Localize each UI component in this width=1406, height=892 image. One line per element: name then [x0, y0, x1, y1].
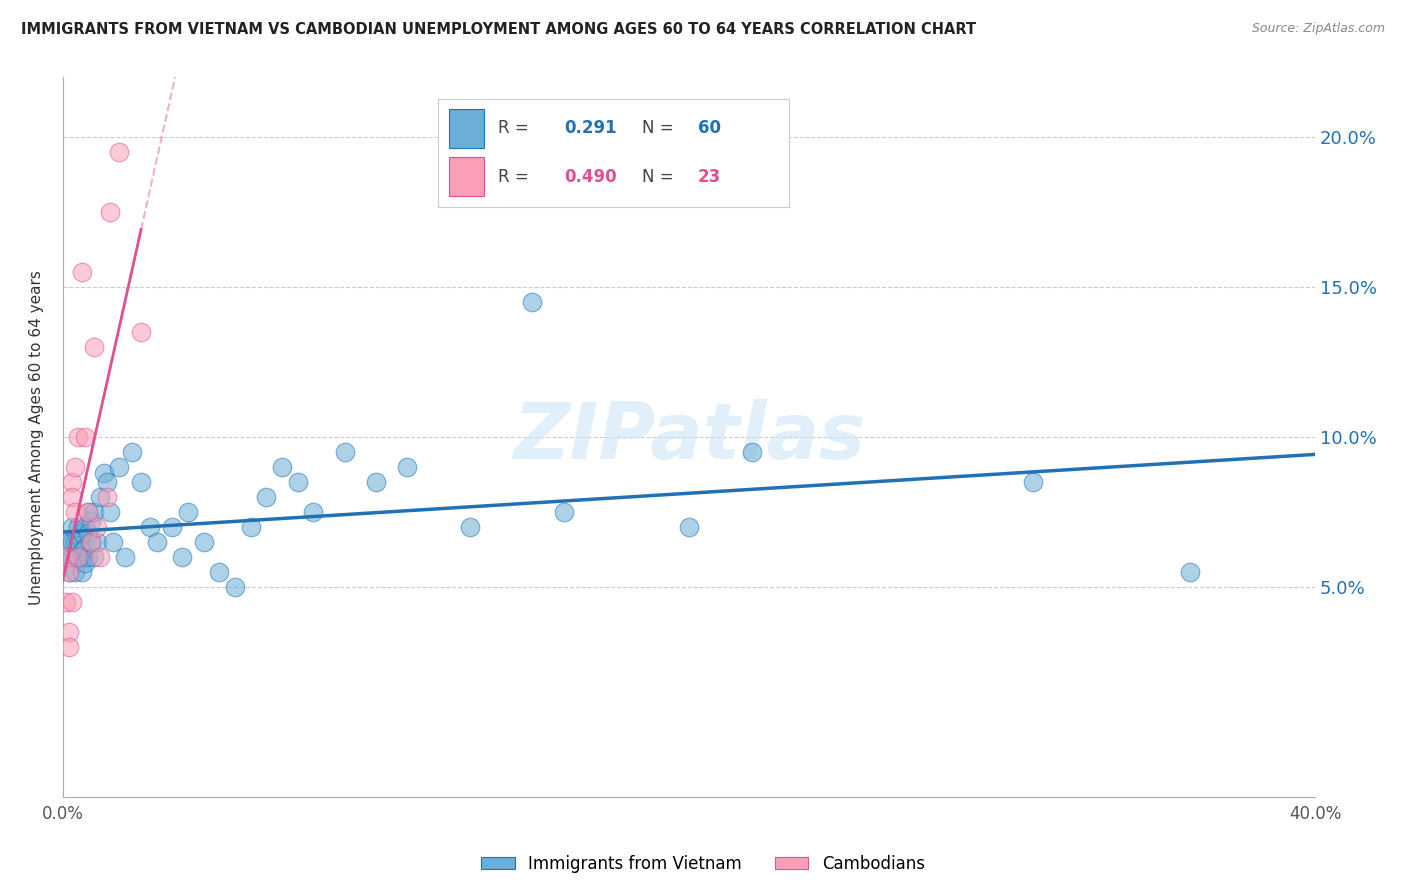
- Point: [83, 550, 105, 565]
- Point: [58, 640, 80, 655]
- Point: [239, 520, 262, 534]
- Point: [55, 550, 77, 565]
- Point: [76, 526, 98, 541]
- Point: [86, 520, 108, 534]
- Text: Source: ZipAtlas.com: Source: ZipAtlas.com: [1251, 22, 1385, 36]
- Point: [108, 145, 131, 160]
- Legend: Immigrants from Vietnam, Cambodians: Immigrants from Vietnam, Cambodians: [475, 848, 931, 880]
- Point: [73, 556, 96, 570]
- Point: [101, 535, 124, 549]
- Point: [60, 520, 83, 534]
- Point: [208, 566, 231, 580]
- Point: [60, 535, 83, 549]
- Point: [60, 550, 83, 565]
- Point: [70, 566, 93, 580]
- Point: [302, 505, 325, 519]
- Text: IMMIGRANTS FROM VIETNAM VS CAMBODIAN UNEMPLOYMENT AMONG AGES 60 TO 64 YEARS CORR: IMMIGRANTS FROM VIETNAM VS CAMBODIAN UNE…: [21, 22, 976, 37]
- Point: [145, 535, 167, 549]
- Point: [129, 326, 152, 340]
- Point: [522, 295, 544, 310]
- Point: [114, 550, 136, 565]
- Point: [1178, 566, 1201, 580]
- Point: [86, 535, 108, 549]
- Point: [58, 566, 80, 580]
- Point: [287, 475, 309, 490]
- Point: [170, 550, 193, 565]
- Text: ZIPatlas: ZIPatlas: [513, 400, 865, 475]
- Point: [98, 505, 121, 519]
- Point: [73, 520, 96, 534]
- Y-axis label: Unemployment Among Ages 60 to 64 years: Unemployment Among Ages 60 to 64 years: [30, 270, 44, 605]
- Point: [271, 460, 294, 475]
- Point: [396, 460, 419, 475]
- Point: [121, 445, 143, 459]
- Point: [96, 475, 118, 490]
- Point: [364, 475, 387, 490]
- Point: [139, 520, 162, 534]
- Point: [162, 520, 184, 534]
- Point: [67, 550, 90, 565]
- Point: [89, 550, 111, 565]
- Point: [70, 526, 93, 541]
- Point: [67, 535, 90, 549]
- Point: [129, 475, 152, 490]
- Point: [254, 490, 277, 504]
- Point: [458, 520, 481, 534]
- Point: [80, 514, 103, 528]
- Point: [76, 505, 98, 519]
- Point: [333, 445, 356, 459]
- Point: [55, 595, 77, 609]
- Point: [65, 550, 87, 565]
- Point: [55, 550, 77, 565]
- Point: [96, 490, 118, 504]
- Point: [553, 505, 575, 519]
- Point: [83, 340, 105, 354]
- Point: [60, 490, 83, 504]
- Point: [76, 550, 98, 565]
- Point: [73, 430, 96, 444]
- Point: [1022, 475, 1045, 490]
- Point: [58, 535, 80, 549]
- Point: [60, 475, 83, 490]
- Point: [73, 541, 96, 556]
- Point: [70, 550, 93, 565]
- Point: [193, 535, 215, 549]
- Point: [67, 544, 90, 558]
- Point: [80, 535, 103, 549]
- Point: [98, 205, 121, 219]
- Point: [70, 265, 93, 279]
- Point: [67, 520, 90, 534]
- Point: [83, 505, 105, 519]
- Point: [65, 505, 87, 519]
- Point: [89, 490, 111, 504]
- Point: [58, 625, 80, 640]
- Point: [76, 505, 98, 519]
- Point: [70, 544, 93, 558]
- Point: [108, 460, 131, 475]
- Point: [177, 505, 200, 519]
- Point: [58, 566, 80, 580]
- Point: [224, 580, 246, 594]
- Point: [65, 535, 87, 549]
- Point: [60, 595, 83, 609]
- Point: [80, 535, 103, 549]
- Point: [741, 445, 763, 459]
- Point: [65, 566, 87, 580]
- Point: [67, 550, 90, 565]
- Point: [67, 430, 90, 444]
- Point: [93, 467, 115, 481]
- Point: [678, 520, 700, 534]
- Point: [65, 460, 87, 475]
